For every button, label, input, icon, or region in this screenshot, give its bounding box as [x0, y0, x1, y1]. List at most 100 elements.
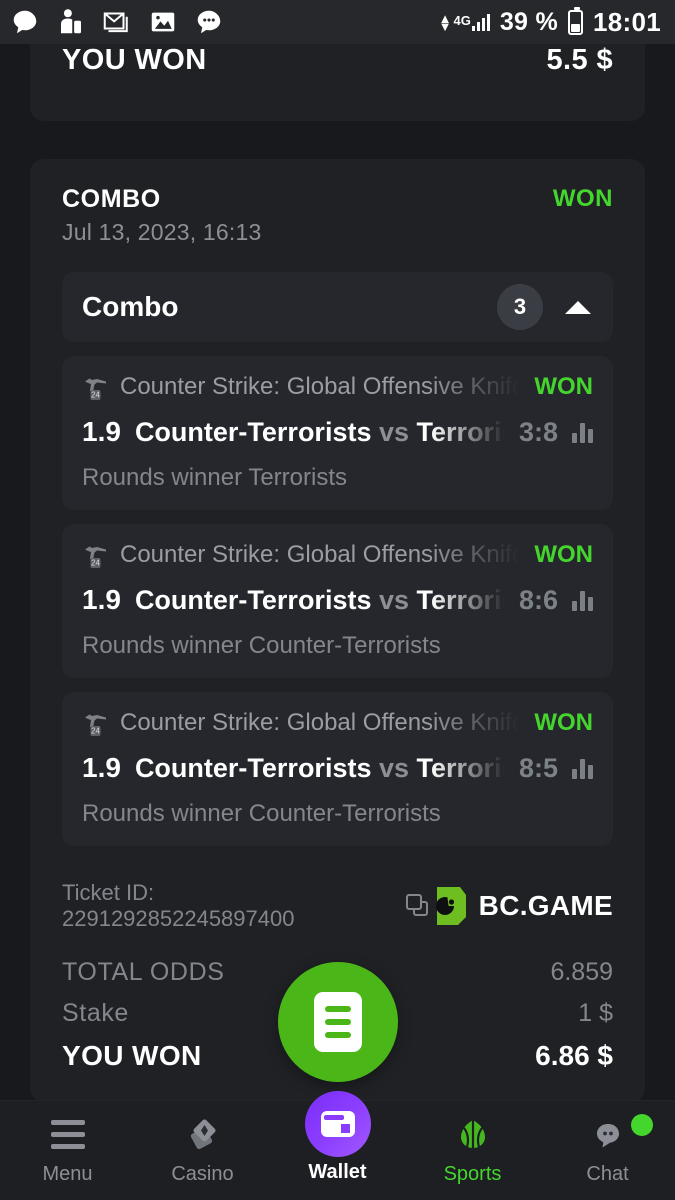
nav-item-chat[interactable]: Chat — [540, 1113, 675, 1186]
previous-you-won-label: YOU WON — [62, 44, 207, 76]
nav-item-wallet[interactable]: Wallet — [270, 1091, 405, 1184]
ticket-id-row: Ticket ID: 2291292852245897400 BC.GAME — [62, 880, 613, 932]
nav-label-menu: Menu — [42, 1162, 93, 1185]
app-screen: YOU WON 5.5 $ COMBO Jul 13, 2023, 16:13 … — [0, 44, 675, 1200]
you-won-row: YOU WON 6.86 $ — [62, 1040, 613, 1072]
bet-slip-icon — [314, 992, 362, 1052]
brand-name: BC.GAME — [478, 890, 613, 921]
ticket-status-badge: WON — [552, 185, 613, 212]
chat-bubble-icon — [13, 10, 37, 34]
total-odds-label: TOTAL ODDS — [62, 958, 225, 986]
basketball-icon — [454, 1116, 492, 1154]
selection-row[interactable]: 24 Counter Strike: Global Offensive Knif… — [62, 524, 613, 678]
selection-row[interactable]: 24 Counter Strike: Global Offensive Knif… — [62, 356, 613, 510]
ticket-header: COMBO Jul 13, 2023, 16:13 WON — [62, 185, 613, 246]
bar-chart-icon[interactable] — [572, 757, 593, 779]
selection-status: WON — [534, 709, 593, 736]
vs-label: vs — [378, 416, 410, 447]
person-phone-icon — [61, 9, 81, 34]
previous-ticket-total: YOU WON 5.5 $ — [62, 44, 613, 77]
ticket-id-label: Ticket ID: 2291292852245897400 — [62, 880, 295, 931]
selection-event-line: 24 Counter Strike: Global Offensive Knif… — [82, 540, 593, 570]
nav-item-sports[interactable]: Sports — [405, 1116, 540, 1186]
bcgame-logo-icon — [435, 887, 466, 925]
bet-slip-fab[interactable] — [278, 962, 398, 1082]
nav-label-sports: Sports — [443, 1162, 502, 1185]
status-bar-system-icons: ▲ ▼ 4G 39 % 18:01 — [438, 6, 661, 38]
combo-selection-count: 3 — [497, 284, 543, 330]
previous-you-won-value: 5.5 $ — [546, 44, 613, 76]
selection-event-line: 24 Counter Strike: Global Offensive Knif… — [82, 708, 593, 738]
signal-bars-icon — [471, 13, 490, 31]
selection-score: 3:8 — [518, 416, 558, 447]
selection-row[interactable]: 24 Counter Strike: Global Offensive Knif… — [62, 692, 613, 846]
csgo-icon: 24 — [85, 714, 106, 736]
you-won-value: 6.86 $ — [535, 1040, 613, 1071]
selection-teams: Counter-Terrorists vs Terrorists — [135, 585, 505, 616]
ghost-chat-icon — [589, 1116, 627, 1154]
vs-label: vs — [378, 752, 410, 783]
you-won-label: YOU WON — [62, 1040, 202, 1071]
nav-label-chat: Chat — [586, 1162, 629, 1185]
selection-odds: 1.9 — [82, 416, 121, 447]
stake-label: Stake — [62, 999, 129, 1027]
vs-label: vs — [378, 584, 410, 615]
stake-row: Stake 1 $ — [62, 999, 613, 1028]
selection-odds: 1.9 — [82, 752, 121, 783]
selection-teams: Counter-Terrorists vs Terrorists — [135, 753, 505, 784]
nav-label-wallet: Wallet — [308, 1161, 367, 1183]
status-bar: ▲ ▼ 4G 39 % 18:01 — [0, 0, 675, 44]
status-bar-notification-icons — [10, 7, 224, 37]
selection-event-line: 24 Counter Strike: Global Offensive Knif… — [82, 372, 593, 402]
signal-icon: ▲ ▼ 4G — [438, 10, 490, 34]
data-transfer-icon: ▲ ▼ — [438, 10, 452, 34]
selection-event-name: Counter Strike: Global Offensive Knife — [120, 709, 525, 736]
nav-label-casino: Casino — [171, 1162, 234, 1185]
chevron-up-icon[interactable] — [565, 300, 591, 314]
team-away: Terrorists — [416, 584, 505, 615]
total-odds-value: 6.859 — [550, 958, 613, 986]
selection-status: WON — [534, 541, 593, 568]
team-home: Counter-Terrorists — [134, 584, 372, 615]
combo-ticket-card[interactable]: COMBO Jul 13, 2023, 16:13 WON Combo 3 24 — [30, 159, 645, 1102]
bar-chart-icon[interactable] — [572, 589, 593, 611]
selection-main-line: 1.9 Counter-Terrorists vs Terrorists 8:6 — [82, 584, 593, 616]
nav-item-casino[interactable]: Casino — [135, 1116, 270, 1186]
selection-main-line: 1.9 Counter-Terrorists vs Terrorists 3:8 — [82, 416, 593, 448]
nav-item-menu[interactable]: Menu — [0, 1116, 135, 1186]
messages-icon — [197, 10, 221, 34]
svg-text:24: 24 — [91, 727, 100, 736]
chat-notification-badge — [631, 1113, 653, 1136]
bar-chart-icon[interactable] — [572, 421, 593, 443]
gmail-icon — [103, 12, 128, 33]
wallet-glyph — [320, 1111, 355, 1137]
ticket-type-label: COMBO — [62, 185, 161, 213]
selection-market: Rounds winner Counter-Terrorists — [82, 632, 441, 659]
battery-percent-label: 39 % — [499, 7, 558, 36]
ticket-placed-at: Jul 13, 2023, 16:13 — [62, 219, 262, 245]
battery-icon — [568, 6, 583, 35]
clock-label: 18:01 — [593, 6, 661, 37]
bottom-navigation: Menu Casino Wallet — [0, 1091, 675, 1200]
copy-icon[interactable] — [405, 894, 430, 918]
csgo-icon: 24 — [85, 378, 106, 400]
photos-icon — [151, 12, 175, 32]
bet-history-scroll[interactable]: YOU WON 5.5 $ COMBO Jul 13, 2023, 16:13 … — [0, 44, 675, 1102]
team-away: Terrorists — [416, 752, 505, 783]
selection-market: Rounds winner Terrorists — [82, 464, 347, 491]
wallet-icon[interactable] — [304, 1091, 371, 1157]
combo-group-toggle[interactable]: Combo 3 — [62, 272, 613, 342]
selection-status: WON — [534, 373, 593, 400]
selection-main-line: 1.9 Counter-Terrorists vs Terrorists 8:5 — [82, 752, 593, 784]
selection-odds: 1.9 — [82, 584, 121, 615]
csgo-icon: 24 — [85, 546, 106, 568]
svg-text:24: 24 — [91, 559, 100, 568]
ticket-totals: TOTAL ODDS 6.859 Stake 1 $ YOU WON 6.86 … — [62, 958, 613, 1072]
combo-group-label: Combo — [82, 291, 179, 322]
previous-ticket-card[interactable]: YOU WON 5.5 $ — [30, 44, 645, 121]
selection-event-name: Counter Strike: Global Offensive Knife — [120, 373, 525, 400]
team-home: Counter-Terrorists — [134, 752, 372, 783]
selection-teams: Counter-Terrorists vs Terrorists — [135, 417, 505, 448]
selection-score: 8:6 — [518, 584, 558, 615]
ticket-header-left: COMBO Jul 13, 2023, 16:13 — [62, 185, 261, 246]
